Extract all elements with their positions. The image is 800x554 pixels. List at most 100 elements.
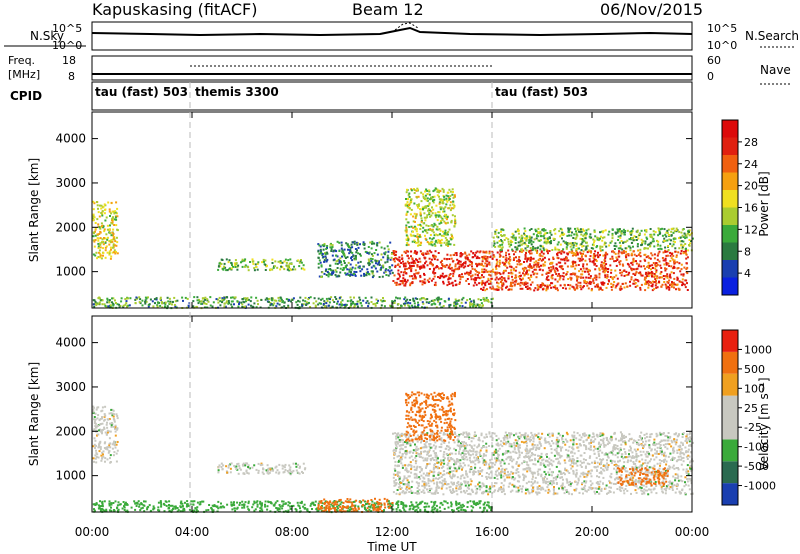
range-cell bbox=[525, 271, 528, 274]
range-cell bbox=[414, 241, 416, 244]
range-cell bbox=[567, 229, 570, 231]
range-cell bbox=[650, 281, 652, 284]
range-cell bbox=[391, 302, 394, 305]
range-cell bbox=[259, 502, 262, 505]
range-cell bbox=[282, 500, 285, 503]
range-cell bbox=[241, 298, 244, 301]
range-cell bbox=[467, 264, 470, 267]
range-cell bbox=[619, 269, 622, 272]
range-cell bbox=[220, 506, 223, 509]
range-cell bbox=[411, 265, 413, 267]
range-cell bbox=[500, 247, 503, 250]
range-cell bbox=[546, 284, 549, 287]
range-cell bbox=[105, 423, 108, 426]
range-cell bbox=[407, 243, 410, 246]
range-cell bbox=[146, 508, 149, 511]
range-cell bbox=[650, 233, 653, 236]
range-cell bbox=[550, 276, 553, 279]
range-cell bbox=[333, 503, 336, 506]
range-cell bbox=[116, 207, 119, 210]
range-cell bbox=[104, 249, 107, 252]
range-cell bbox=[406, 206, 409, 209]
range-cell bbox=[589, 233, 592, 236]
range-cell bbox=[655, 271, 658, 274]
range-cell bbox=[623, 269, 626, 272]
range-cell bbox=[343, 248, 346, 251]
range-cell bbox=[561, 228, 563, 231]
range-cell bbox=[654, 278, 657, 281]
range-cell bbox=[508, 253, 511, 256]
range-cell bbox=[658, 281, 660, 283]
range-cell bbox=[496, 251, 499, 254]
range-cell bbox=[502, 283, 505, 286]
range-cell bbox=[579, 237, 582, 240]
range-cell bbox=[507, 257, 510, 260]
range-cell bbox=[439, 233, 441, 236]
range-cell bbox=[446, 253, 449, 256]
range-cell bbox=[289, 472, 292, 475]
range-cell bbox=[98, 443, 101, 446]
range-cell bbox=[440, 198, 443, 201]
range-cell bbox=[106, 418, 109, 421]
range-cell bbox=[552, 286, 555, 289]
range-cell bbox=[368, 251, 371, 254]
range-cell bbox=[109, 446, 112, 449]
range-cell bbox=[439, 220, 442, 223]
range-cell bbox=[519, 277, 522, 280]
range-cell bbox=[631, 261, 634, 264]
range-cell bbox=[263, 260, 265, 263]
range-cell bbox=[480, 287, 483, 290]
range-cell bbox=[441, 263, 444, 266]
range-cell bbox=[231, 508, 234, 511]
range-cell bbox=[659, 244, 662, 247]
range-cell bbox=[417, 238, 419, 241]
range-cell bbox=[350, 304, 353, 307]
range-cell bbox=[601, 249, 604, 252]
range-cell bbox=[325, 274, 328, 276]
range-cell bbox=[366, 271, 369, 274]
range-cell bbox=[565, 273, 568, 276]
range-cell bbox=[358, 267, 361, 270]
range-cell bbox=[104, 246, 107, 249]
range-cell bbox=[200, 300, 203, 303]
range-cell bbox=[629, 280, 631, 283]
range-cell bbox=[666, 229, 669, 232]
range-cell bbox=[262, 468, 265, 471]
range-cell bbox=[92, 235, 95, 238]
range-cell bbox=[528, 257, 531, 260]
range-cell bbox=[288, 464, 291, 467]
range-cell bbox=[334, 296, 337, 299]
range-cell bbox=[386, 258, 389, 261]
range-cell bbox=[352, 501, 355, 503]
range-cell bbox=[187, 504, 190, 507]
range-cell bbox=[168, 297, 171, 300]
range-cell bbox=[455, 254, 458, 257]
range-cell bbox=[441, 259, 443, 262]
range-cell bbox=[445, 233, 448, 236]
range-cell bbox=[534, 249, 537, 252]
range-cell bbox=[466, 506, 469, 508]
range-cell bbox=[684, 476, 687, 479]
range-cell bbox=[474, 278, 477, 281]
range-cell bbox=[112, 297, 115, 300]
range-cell bbox=[599, 237, 601, 240]
range-cell bbox=[671, 282, 674, 285]
range-cell bbox=[599, 247, 602, 250]
range-cell bbox=[554, 278, 557, 281]
range-cell bbox=[488, 252, 491, 255]
range-cell bbox=[604, 252, 607, 255]
range-cell bbox=[450, 219, 453, 222]
range-cell bbox=[452, 203, 455, 206]
range-cell bbox=[255, 306, 258, 309]
range-cell bbox=[124, 303, 127, 306]
range-cell bbox=[675, 256, 678, 258]
range-cell bbox=[492, 254, 495, 257]
range-cell bbox=[461, 253, 464, 256]
range-cell bbox=[516, 260, 518, 263]
range-cell bbox=[462, 296, 465, 299]
range-cell bbox=[521, 248, 523, 251]
range-cell bbox=[617, 247, 620, 250]
range-cell bbox=[583, 279, 586, 282]
range-cell bbox=[269, 268, 272, 271]
range-cell bbox=[253, 509, 256, 512]
